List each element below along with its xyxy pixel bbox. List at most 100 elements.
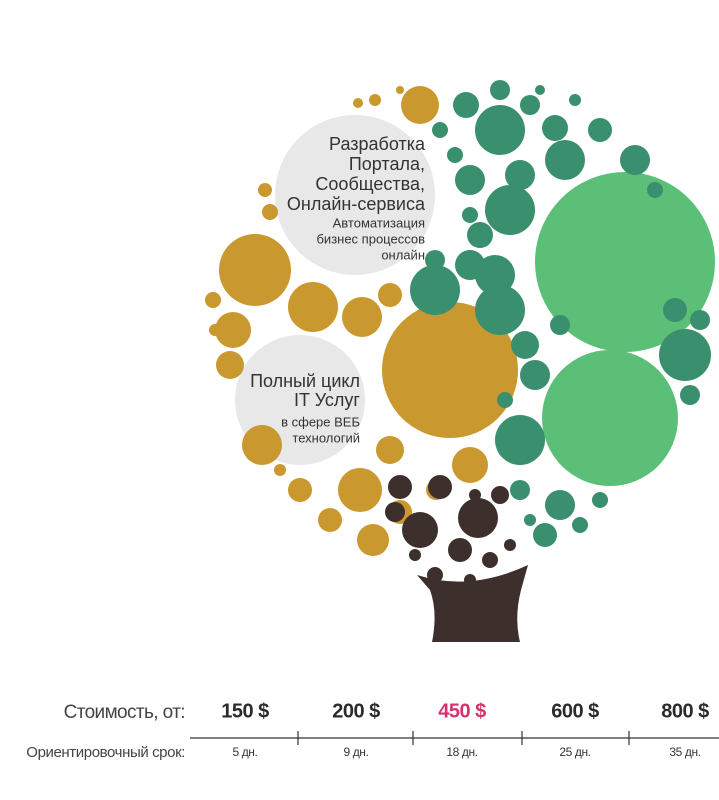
bubble [572, 517, 588, 533]
bubble [262, 204, 278, 220]
bubble [396, 86, 404, 94]
bubble [318, 508, 342, 532]
bubble [545, 490, 575, 520]
term-label: Ориентировочный срок: [26, 744, 185, 761]
bubble [452, 447, 488, 483]
bubble [402, 512, 438, 548]
bubble [209, 324, 221, 336]
price: 800 $ [661, 700, 709, 722]
bubble [274, 464, 286, 476]
bubble-title: IT Услуг [294, 390, 360, 410]
bubble [448, 538, 472, 562]
bubble [353, 98, 363, 108]
bubble [495, 415, 545, 465]
bubble [659, 329, 711, 381]
bubble [342, 297, 382, 337]
bubble [647, 182, 663, 198]
bubble [520, 360, 550, 390]
bubble [504, 539, 516, 551]
bubble [447, 147, 463, 163]
bubble [569, 94, 581, 106]
term: 5 дн. [233, 745, 258, 759]
bubble-title: Онлайн-сервиса [287, 194, 426, 214]
price: 450 $ [438, 700, 486, 722]
bubble [511, 331, 539, 359]
bubble [680, 385, 700, 405]
bubble [690, 310, 710, 330]
bubble [550, 315, 570, 335]
bubble [542, 115, 568, 141]
bubble [242, 425, 282, 465]
bubble [485, 185, 535, 235]
bubble-title: Разработка [329, 134, 426, 154]
bubble [520, 95, 540, 115]
bubble [510, 480, 530, 500]
bubble [467, 222, 493, 248]
bubble [545, 140, 585, 180]
bubble [219, 234, 291, 306]
bubble-title: Сообщества, [315, 174, 425, 194]
bubble [535, 85, 545, 95]
bubble [588, 118, 612, 142]
bubble-title: Портала, [349, 154, 425, 174]
bubble [357, 524, 389, 556]
bubble [425, 250, 445, 270]
bubble [401, 86, 439, 124]
price: 600 $ [551, 700, 599, 722]
bubble-tree [205, 80, 715, 586]
bubble [432, 122, 448, 138]
price: 150 $ [221, 700, 269, 722]
bubble-title: Полный цикл [250, 371, 360, 391]
bubble [378, 283, 402, 307]
bubble-subtitle: Автоматизация [333, 215, 425, 230]
bubble [455, 165, 485, 195]
bubble [288, 282, 338, 332]
bubble [382, 302, 518, 438]
bubble [620, 145, 650, 175]
texts: РазработкаПортала,Сообщества,Онлайн-серв… [26, 134, 709, 761]
bubble [533, 523, 557, 547]
bubble-subtitle: бизнес процессов [316, 231, 425, 246]
bubble-subtitle: в сфере ВЕБ [281, 414, 360, 429]
bubble [469, 489, 481, 501]
bubble [475, 255, 515, 295]
bubble [475, 285, 525, 335]
price: 200 $ [332, 700, 380, 722]
bubble [205, 292, 221, 308]
bubble [376, 436, 404, 464]
bubble [482, 552, 498, 568]
bubble [505, 160, 535, 190]
bubble [409, 549, 421, 561]
label-bubble [275, 115, 435, 275]
bubble [258, 183, 272, 197]
bubble [369, 94, 381, 106]
tree-trunk [417, 565, 528, 642]
term: 9 дн. [344, 745, 369, 759]
bubble [524, 514, 536, 526]
term: 18 дн. [446, 745, 477, 759]
bubble-subtitle: онлайн [381, 247, 425, 262]
bubble [663, 298, 687, 322]
bubble [458, 498, 498, 538]
bubble [288, 478, 312, 502]
bubble [592, 492, 608, 508]
price-label: Стоимость, от: [64, 702, 185, 723]
bubble [491, 486, 509, 504]
bubble [453, 92, 479, 118]
bubble [490, 80, 510, 100]
bubble [215, 312, 251, 348]
bubble [385, 502, 405, 522]
bubble [428, 475, 452, 499]
bubble [542, 350, 678, 486]
bubble [475, 105, 525, 155]
bubble [462, 207, 478, 223]
bubble [388, 475, 412, 499]
bubble [497, 392, 513, 408]
bubble-subtitle: технологий [292, 430, 360, 445]
term: 25 дн. [559, 745, 590, 759]
bubble [410, 265, 460, 315]
bubble [216, 351, 244, 379]
bubble [338, 468, 382, 512]
term: 35 дн. [669, 745, 700, 759]
